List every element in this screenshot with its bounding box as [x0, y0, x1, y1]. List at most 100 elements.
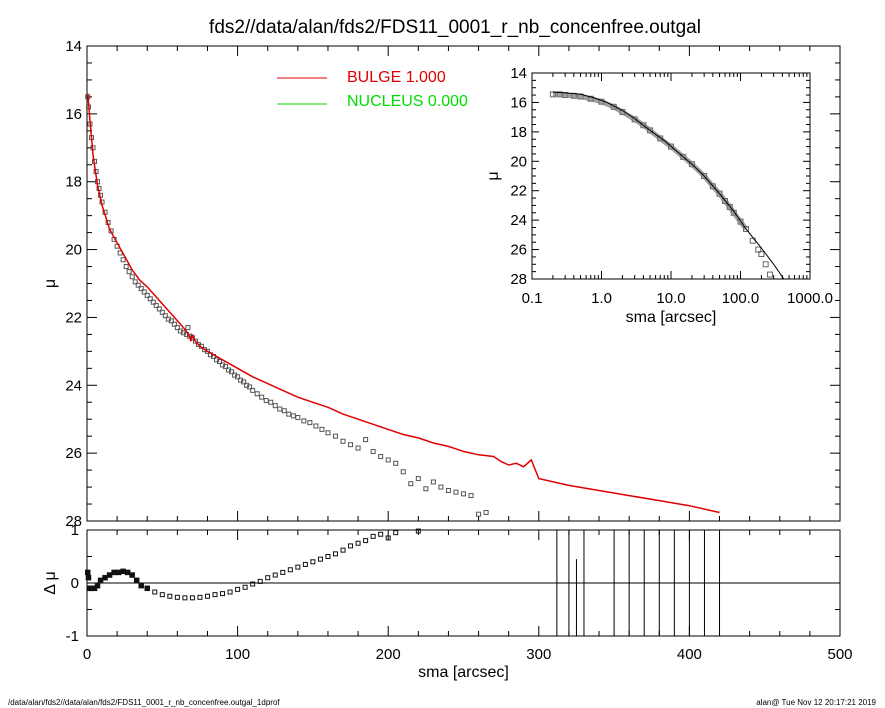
- residual-data-point: [370, 533, 376, 539]
- residual-xtick-label: 0: [83, 646, 91, 663]
- main-data-point: [132, 279, 138, 285]
- main-data-point: [156, 306, 162, 312]
- residual-xtick-label: 300: [526, 646, 551, 663]
- main-data-point: [355, 445, 361, 451]
- residual-data-point: [106, 572, 113, 578]
- main-data-point: [461, 491, 466, 497]
- main-data-point: [423, 486, 429, 492]
- residual-data-point: [167, 593, 173, 599]
- residual-xtick-label: 100: [225, 646, 250, 663]
- residual-data-point: [242, 584, 248, 590]
- main-plot-panel: 14 16 18 20 22 24 26 28 μ: [42, 38, 841, 530]
- main-data-point: [290, 413, 296, 419]
- main-data-point: [378, 454, 384, 460]
- main-data-point: [153, 303, 159, 309]
- residual-data-point: [97, 577, 104, 584]
- residual-data-point: [378, 531, 384, 537]
- residual-data-point: [393, 530, 399, 536]
- main-data-point: [204, 348, 210, 354]
- main-data-point: [247, 384, 253, 390]
- residual-data-point: [111, 569, 117, 576]
- inset-ytick-label: 26: [510, 242, 527, 259]
- main-data-point: [340, 438, 346, 444]
- main-data-point: [415, 476, 421, 482]
- main-data-point: [286, 411, 292, 417]
- residual-data-point: [348, 543, 354, 549]
- main-data-point: [223, 364, 229, 370]
- main-data-point: [319, 426, 325, 432]
- main-data-point: [438, 484, 444, 490]
- main-data-point: [241, 379, 247, 385]
- inset-data-point: [758, 250, 765, 257]
- residual-data-point: [102, 574, 108, 581]
- main-data-point: [159, 309, 165, 315]
- residual-data-point: [325, 554, 331, 559]
- main-data-point: [307, 420, 313, 426]
- main-data-point: [171, 321, 177, 327]
- bulge-model-line: [87, 93, 720, 514]
- main-data-point: [301, 418, 307, 424]
- main-data-point: [168, 318, 174, 324]
- residual-data-point: [415, 528, 421, 534]
- residual-data-point: [197, 594, 203, 600]
- inset-data-point: [762, 261, 769, 268]
- main-data-point: [393, 460, 399, 466]
- residual-data-point: [212, 592, 218, 598]
- inset-ytick-label: 20: [510, 153, 527, 170]
- legend: BULGE 1.000 NUCLEUS 0.000: [277, 69, 468, 110]
- main-data-point: [400, 469, 406, 475]
- legend-nucleus-label: NUCLEUS 0.000: [347, 93, 468, 110]
- main-data-point: [476, 511, 482, 517]
- inset-xtick-label: 100.0: [722, 290, 760, 307]
- inset-ytick-label: 14: [510, 65, 527, 82]
- main-data-point: [144, 292, 150, 298]
- main-data-point: [192, 338, 198, 344]
- inset-xtick-label: 1.0: [591, 290, 612, 307]
- residual-data-point: [287, 567, 293, 573]
- inset-ytick-label: 28: [510, 271, 527, 288]
- main-data-point: [217, 359, 223, 365]
- residual-data-point: [355, 540, 361, 546]
- inset-xtick-label: 10.0: [656, 290, 685, 307]
- residual-data-point: [332, 551, 338, 557]
- main-data-point: [138, 286, 144, 292]
- residual-data-point: [144, 585, 150, 592]
- main-ytick-label: 14: [65, 38, 82, 55]
- inset-xtick-label: 1000.0: [787, 290, 833, 307]
- main-ytick-label: 20: [65, 242, 82, 259]
- residual-data-point: [174, 594, 180, 600]
- main-ytick-label: 22: [65, 309, 82, 326]
- footer-path: /data/alan/fds2//data/alan/fds2/FDS11_00…: [8, 698, 280, 707]
- inset-xlabel: sma [arcsec]: [626, 309, 717, 326]
- residual-data-point: [129, 572, 135, 578]
- main-data-point: [254, 391, 260, 397]
- main-data-point: [453, 489, 459, 495]
- main-data-point: [295, 415, 301, 421]
- residual-data-point: [363, 538, 369, 544]
- inset-model-line: [552, 91, 785, 280]
- inset-data-point: [766, 271, 773, 278]
- residual-data-point: [257, 578, 263, 584]
- main-data-point: [185, 325, 191, 331]
- main-data-point: [468, 493, 474, 499]
- residual-ylabel: Δ μ: [42, 571, 59, 594]
- residual-data-point: [138, 582, 144, 589]
- main-data-point: [385, 457, 391, 463]
- residual-data-point: [250, 581, 256, 587]
- inset-xtick-label: 0.1: [522, 290, 543, 307]
- residual-data-point: [94, 582, 101, 589]
- main-data-point: [150, 299, 156, 305]
- residual-xtick-label: 400: [677, 646, 702, 663]
- main-data-point: [272, 403, 278, 409]
- main-data-point: [348, 442, 354, 448]
- main-data-point: [370, 448, 376, 454]
- main-data-point: [281, 408, 287, 414]
- main-ytick-label: 16: [65, 106, 82, 123]
- main-data-point: [363, 437, 369, 443]
- residual-data-point: [227, 589, 233, 595]
- main-data-point: [259, 394, 265, 400]
- residual-data-point: [235, 586, 241, 592]
- residual-data-point: [182, 595, 188, 601]
- residual-data-point: [115, 569, 122, 576]
